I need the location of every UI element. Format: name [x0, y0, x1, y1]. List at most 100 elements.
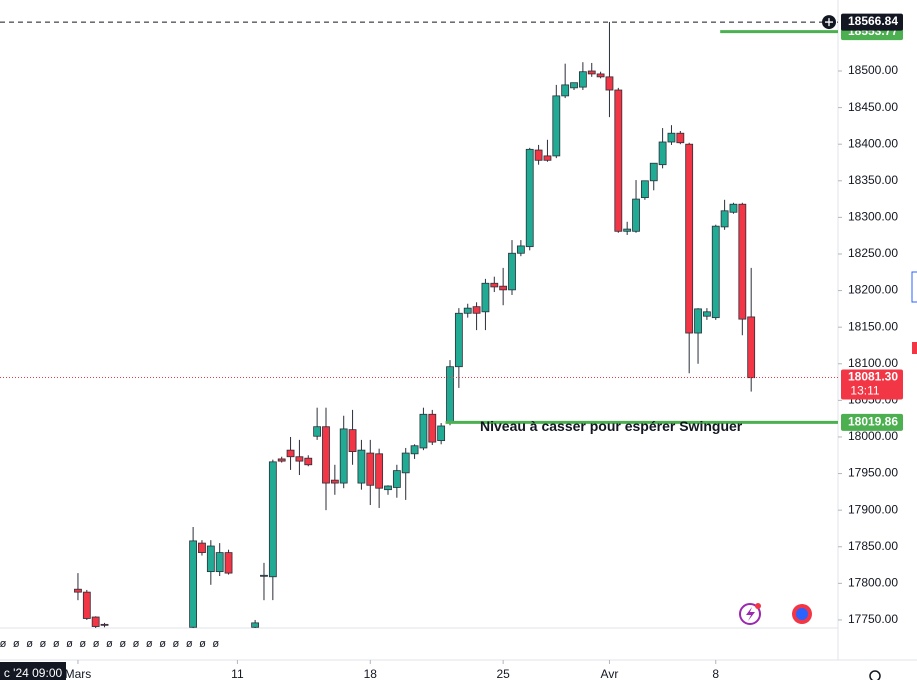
y-tick-label: 18000.00	[848, 429, 898, 443]
event-marker: ø	[159, 638, 166, 650]
candle-body	[694, 308, 702, 334]
candle-body	[74, 588, 82, 593]
candle-body	[224, 552, 233, 574]
event-marker: ø	[106, 638, 113, 650]
candle-body	[357, 449, 366, 484]
event-marker: ø	[133, 638, 140, 650]
x-tick-label: 8	[712, 667, 719, 680]
crosshair-time-box	[0, 662, 66, 680]
candle-body	[437, 425, 446, 442]
candle-body	[446, 366, 454, 424]
candle-body	[490, 282, 499, 288]
candle-body	[313, 426, 322, 437]
candle	[623, 221, 632, 235]
event-marker: ø	[212, 638, 219, 650]
candle-body	[667, 132, 676, 143]
candle	[268, 459, 277, 601]
y-tick-label: 17900.00	[848, 502, 898, 516]
candle	[419, 407, 428, 451]
price-label-box	[841, 369, 903, 400]
candle-body	[525, 148, 534, 248]
candle-body	[747, 316, 756, 379]
event-marker: ø	[66, 638, 73, 650]
event-marker: ø	[40, 638, 47, 650]
candle-body	[100, 623, 109, 626]
candle-body	[711, 225, 720, 319]
candle	[543, 139, 552, 162]
candle-body	[658, 141, 667, 166]
candle	[694, 308, 702, 364]
candle	[224, 549, 233, 575]
candle	[605, 21, 614, 118]
candle	[189, 526, 198, 628]
candle	[702, 308, 711, 320]
candle	[215, 543, 224, 577]
candle	[260, 562, 268, 601]
candle	[729, 202, 738, 214]
candle	[375, 448, 384, 508]
candle	[632, 180, 640, 233]
y-tick-label: 17750.00	[848, 612, 898, 626]
icon-globe[interactable]	[792, 604, 812, 624]
candle	[596, 71, 605, 79]
candle-body	[339, 428, 348, 484]
candle-body	[543, 155, 552, 161]
candle-body	[738, 203, 747, 320]
candle-body	[729, 203, 738, 213]
candle-body	[268, 461, 277, 578]
price-label: 18566.84	[848, 14, 898, 28]
candle	[490, 276, 499, 293]
candle-body	[189, 540, 198, 628]
event-marker: ø	[186, 638, 193, 650]
candle-body	[534, 149, 543, 161]
candle-body	[685, 143, 694, 334]
candle-body	[561, 84, 570, 97]
candle-body	[91, 616, 100, 627]
candle	[206, 540, 215, 585]
candle-body	[649, 162, 658, 182]
candle-body	[614, 89, 623, 232]
candle	[277, 456, 286, 463]
candle-body	[401, 452, 410, 474]
candle	[481, 278, 490, 331]
candle-body	[428, 413, 437, 443]
candle	[711, 224, 720, 320]
candle	[534, 144, 543, 165]
candle	[330, 464, 339, 495]
event-marker: ø	[173, 638, 180, 650]
candle	[552, 84, 561, 159]
candle-body	[587, 70, 596, 75]
x-tick-label: 11	[231, 667, 244, 680]
candle	[454, 308, 463, 388]
crosshair-time: c '24 09:00	[4, 666, 63, 680]
candle	[614, 87, 623, 233]
price-label: 18019.86	[848, 415, 898, 429]
candle	[446, 360, 454, 426]
candle-body	[552, 95, 561, 157]
candle-body	[481, 282, 490, 313]
candle	[676, 131, 685, 145]
candle-body	[463, 307, 472, 314]
candle-body	[472, 306, 481, 314]
y-tick-label: 18150.00	[848, 319, 898, 333]
x-tick-label: 18	[364, 667, 378, 680]
y-tick-label: 18350.00	[848, 173, 898, 187]
candle-body	[82, 591, 91, 619]
candle-body	[640, 180, 649, 199]
candle	[322, 407, 330, 511]
price-label: 18081.30	[848, 370, 898, 384]
candle-body	[206, 545, 215, 573]
annotation: Niveau à casser pour espérer Swinguer	[480, 418, 743, 434]
candle-body	[605, 76, 614, 91]
candle	[384, 485, 392, 495]
x-tick-label: 25	[496, 667, 510, 680]
candle	[339, 415, 348, 489]
candle	[738, 202, 747, 336]
settings-icon[interactable]	[869, 670, 881, 680]
candle	[304, 455, 313, 467]
candle	[366, 439, 375, 506]
side-marker	[912, 342, 917, 354]
candle	[251, 619, 260, 628]
candle	[472, 302, 481, 331]
icon-lightning[interactable]	[739, 603, 761, 625]
